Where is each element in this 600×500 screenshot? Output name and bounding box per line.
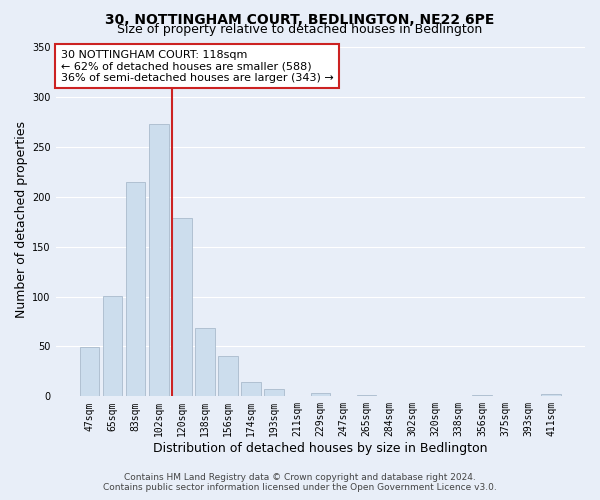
Text: Size of property relative to detached houses in Bedlington: Size of property relative to detached ho… [118,22,482,36]
Bar [149,124,169,396]
Bar [172,218,191,396]
Y-axis label: Number of detached properties: Number of detached properties [15,121,28,318]
Bar [265,390,284,396]
Bar [195,328,215,396]
Bar [218,356,238,397]
Bar [311,394,330,396]
Bar [241,382,261,396]
X-axis label: Distribution of detached houses by size in Bedlington: Distribution of detached houses by size … [153,442,488,455]
Bar [80,348,100,397]
Text: 30, NOTTINGHAM COURT, BEDLINGTON, NE22 6PE: 30, NOTTINGHAM COURT, BEDLINGTON, NE22 6… [106,12,494,26]
Text: 30 NOTTINGHAM COURT: 118sqm
← 62% of detached houses are smaller (588)
36% of se: 30 NOTTINGHAM COURT: 118sqm ← 62% of det… [61,50,334,83]
Bar [126,182,145,396]
Bar [541,394,561,396]
Text: Contains HM Land Registry data © Crown copyright and database right 2024.
Contai: Contains HM Land Registry data © Crown c… [103,473,497,492]
Bar [103,296,122,396]
